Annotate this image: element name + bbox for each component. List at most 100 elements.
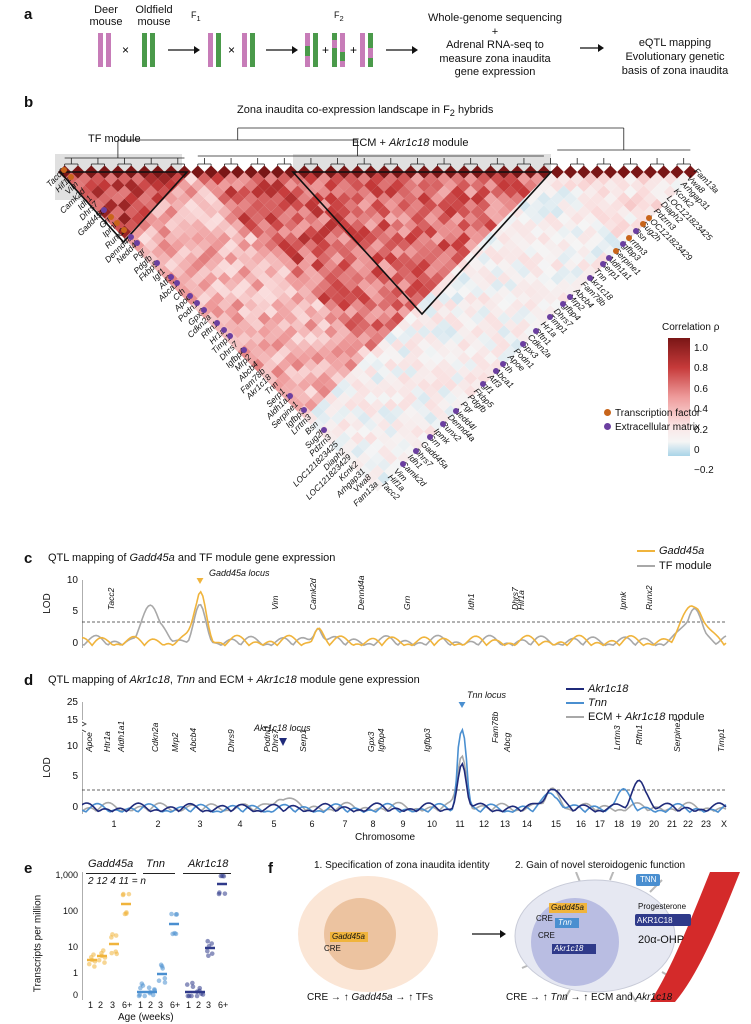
panel-b-title: Zona inaudita co-expression landscape in… — [237, 104, 494, 119]
expression-dot — [162, 980, 168, 985]
legend-ecm-akr-module: ECM + Akr1c18 module — [566, 711, 704, 723]
expression-dot — [162, 976, 168, 981]
colorbar-ticks: 1.0 0.8 0.6 0.4 0.2 0 −0.2 — [694, 343, 714, 477]
qtl-gene-label: Timp1 — [716, 728, 726, 752]
akr1c18-locus-label: Akr1c18 locus — [254, 723, 311, 733]
expression-dot — [109, 950, 114, 956]
e-xtick: 6+ — [170, 1000, 181, 1010]
qtl-plot-c — [82, 578, 727, 648]
expression-dot — [91, 952, 96, 957]
chromosome-tick-label: 15 — [550, 819, 561, 829]
qtl-gene-label: Ipmk — [618, 591, 628, 610]
progesterone-label: Progesterone — [638, 902, 687, 911]
tf-marker — [120, 226, 127, 233]
colorbar-title: Correlation ρ — [662, 322, 720, 333]
f-step2-title: 2. Gain of novel steroidogenic function — [515, 860, 686, 871]
svg-text:×: × — [122, 43, 129, 57]
d-ytick-15: 15 — [66, 715, 78, 726]
d-ytick-5: 5 — [72, 771, 78, 782]
ecm-marker — [100, 206, 107, 213]
expression-dot — [86, 961, 92, 967]
ecm-marker — [227, 333, 234, 340]
chromosome-tick-label: 23 — [700, 819, 711, 829]
e-group-gadd45a: Gadd45a — [88, 858, 134, 870]
d-ytick-0: 0 — [72, 802, 78, 813]
ecm-marker — [134, 240, 141, 247]
e-xtick: 3 — [110, 1000, 116, 1010]
tf-marker — [626, 234, 633, 241]
legend-ecm: Extracellular matrix — [604, 422, 700, 433]
chromosome-tick-label: 21 — [666, 819, 677, 829]
qtl-gene-label: Igfbp4 — [376, 728, 386, 752]
ecm-marker — [493, 367, 500, 374]
ecm-marker — [220, 326, 227, 333]
expression-dot — [156, 978, 162, 984]
qtl-gene-label: Apoe — [84, 732, 94, 752]
ecm-marker — [559, 301, 566, 308]
chromosome-tick-label: 22 — [682, 819, 693, 829]
qtl-gene-label: Htr1a — [102, 731, 112, 752]
expression-dot — [190, 984, 196, 990]
chromosome-tick-label: 17 — [594, 819, 605, 829]
legend-gadd45a: Gadd45a — [637, 545, 704, 557]
qtl-gene-label: Abcb4 — [188, 727, 198, 752]
c-ytick-5: 5 — [72, 606, 78, 617]
qtl-gene-label: Dennd4a — [356, 575, 366, 610]
e-xtick: 1 — [138, 1000, 144, 1010]
f2-cre-label-2: CRE — [538, 931, 555, 940]
colorbar — [668, 338, 690, 456]
e-xtick: 3 — [158, 1000, 164, 1010]
oldfield-mouse-label: Oldfield mouse — [135, 4, 173, 28]
expression-dot — [221, 873, 227, 879]
chromosome-tick-label: 11 — [455, 819, 465, 829]
f1-label: F1 — [191, 10, 201, 23]
expression-dot — [222, 891, 228, 896]
cross-schematic: × × + + — [98, 33, 418, 67]
gadd45a-locus-label: Gadd45a locus — [209, 568, 270, 578]
panel-e-label: e — [24, 860, 33, 877]
chromosome-tick-label: 5 — [271, 819, 277, 829]
expression-dot — [126, 891, 132, 897]
deer-mouse-label: Deer mouse — [89, 4, 123, 28]
c-ytick-0: 0 — [72, 638, 78, 649]
ecm-marker — [200, 306, 207, 313]
qtl-gene-label: Aldh1a1 — [116, 720, 126, 752]
e-xtick: 3 — [206, 1000, 212, 1010]
panel-b-label: b — [24, 94, 34, 111]
expression-dot — [172, 930, 177, 936]
panel-c-label: c — [24, 550, 33, 567]
tf-module-label: TF module — [88, 133, 141, 145]
chromosome-tick-label: 12 — [478, 819, 489, 829]
e-ytick-100: 100 — [62, 906, 78, 916]
expression-dot — [184, 982, 190, 987]
expression-dot — [217, 890, 222, 895]
svg-text:×: × — [228, 43, 235, 57]
qtl-gene-label: Rftn1 — [634, 724, 644, 745]
chromosome-tick-label: 4 — [237, 819, 243, 829]
zona-inaudita-schematic — [298, 872, 740, 1002]
panel-c-ylabel: LOD — [41, 593, 53, 614]
expression-dot — [200, 992, 206, 997]
expression-dot — [109, 935, 114, 940]
ecm-marker — [599, 261, 606, 268]
legend-tnn: Tnn — [566, 697, 607, 709]
ecm-marker — [413, 447, 420, 454]
ecm-marker — [586, 274, 593, 281]
chromosome-tick-label: 18 — [613, 819, 624, 829]
ecm-marker — [453, 407, 460, 414]
e-group-akr1c18: Akr1c18 — [188, 858, 229, 870]
ecm-marker — [606, 254, 613, 261]
chromosome-tick-label: 14 — [521, 819, 532, 829]
d-ytick-25: 25 — [66, 697, 78, 708]
expression-dot — [205, 948, 210, 954]
f2-cre-label-1: CRE — [536, 914, 553, 923]
e-ytick-1: 1 — [72, 968, 78, 978]
tf-marker — [67, 173, 74, 180]
expression-dot — [189, 993, 194, 999]
expression-dot — [197, 985, 203, 991]
chromosome-tick-label: 6 — [309, 819, 315, 829]
chromosome-xlabel: Chromosome — [355, 832, 416, 843]
qtl-gene-label: Grn — [402, 595, 412, 610]
expression-dot — [169, 911, 174, 917]
ohp-label: 20α-OHP — [638, 934, 685, 946]
